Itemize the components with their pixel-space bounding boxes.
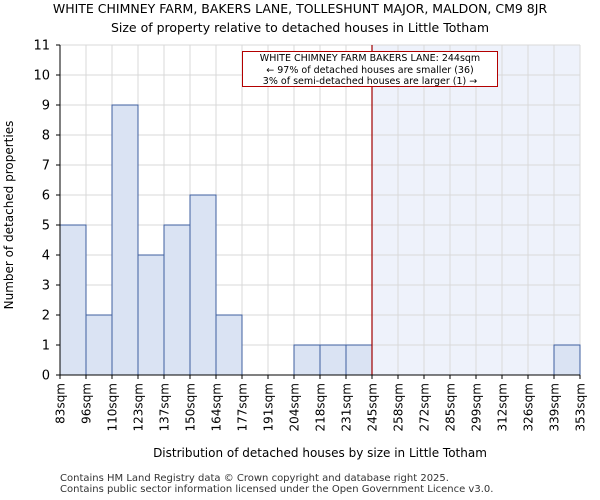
x-tick-label: 110sqm (106, 383, 120, 431)
y-tick-label: 0 (42, 369, 50, 384)
annotation-line-3: 3% of semi-detached houses are larger (1… (262, 76, 478, 87)
x-tick-label: 218sqm (314, 383, 328, 431)
x-tick-label: 272sqm (418, 383, 432, 431)
y-tick-label: 8 (42, 129, 50, 144)
x-tick-label: 83sqm (54, 383, 68, 424)
y-tick-label: 5 (42, 219, 50, 234)
x-tick-label: 150sqm (184, 383, 198, 431)
annotation-line-2: ← 97% of detached houses are smaller (36… (266, 64, 474, 76)
annotation-line-1: WHITE CHIMNEY FARM BAKERS LANE: 244sqm (259, 53, 481, 64)
x-tick-label: 204sqm (288, 383, 302, 431)
x-tick-label: 96sqm (80, 383, 94, 424)
x-tick-label: 245sqm (366, 383, 380, 431)
bar-164sqm (215, 314, 243, 376)
x-axis-label: Distribution of detached houses by size … (153, 446, 487, 460)
x-tick-label: 285sqm (444, 383, 458, 431)
x-tick-label: 191sqm (262, 383, 276, 431)
x-tick-label: 353sqm (574, 383, 588, 431)
bar-231sqm (345, 344, 373, 376)
x-tick-label: 123sqm (132, 383, 146, 431)
bar-83sqm (59, 224, 87, 376)
x-tick-label: 312sqm (496, 383, 510, 431)
x-tick-label: 164sqm (210, 383, 224, 431)
y-axis-label: Number of detached properties (2, 121, 16, 310)
x-tick-label: 177sqm (236, 383, 250, 431)
y-tick-label: 1 (42, 339, 50, 354)
chart-title: WHITE CHIMNEY FARM, BAKERS LANE, TOLLESH… (52, 1, 548, 16)
bar-110sqm (111, 104, 139, 376)
x-tick-label: 137sqm (158, 383, 172, 431)
footer-line-1: Contains HM Land Registry data © Crown c… (60, 473, 449, 484)
x-tick-label: 299sqm (470, 383, 484, 431)
marker-annotation-box: WHITE CHIMNEY FARM BAKERS LANE: 244sqm ←… (242, 51, 498, 87)
x-tick-label: 258sqm (392, 383, 406, 431)
y-tick-label: 6 (42, 189, 50, 204)
x-tick-label: 326sqm (522, 383, 536, 431)
y-tick-label: 10 (33, 69, 50, 84)
bar-218sqm (319, 344, 347, 376)
y-tick-label: 7 (42, 159, 50, 174)
x-tick-label: 339sqm (548, 383, 562, 431)
bar-123sqm (137, 254, 165, 376)
footer-line-2: Contains public sector information licen… (60, 484, 494, 495)
chart-subtitle: Size of property relative to detached ho… (110, 20, 490, 35)
y-tick-label: 2 (42, 309, 50, 324)
bar-150sqm (189, 194, 217, 376)
y-tick-label: 3 (42, 279, 50, 294)
y-tick-label: 4 (42, 249, 50, 264)
x-tick-label: 231sqm (340, 383, 354, 431)
bar-96sqm (85, 314, 113, 376)
bar-137sqm (163, 224, 191, 376)
bar-204sqm (293, 344, 321, 376)
y-tick-label: 11 (33, 39, 50, 54)
y-tick-label: 9 (42, 99, 50, 114)
bar-339sqm (553, 344, 581, 376)
